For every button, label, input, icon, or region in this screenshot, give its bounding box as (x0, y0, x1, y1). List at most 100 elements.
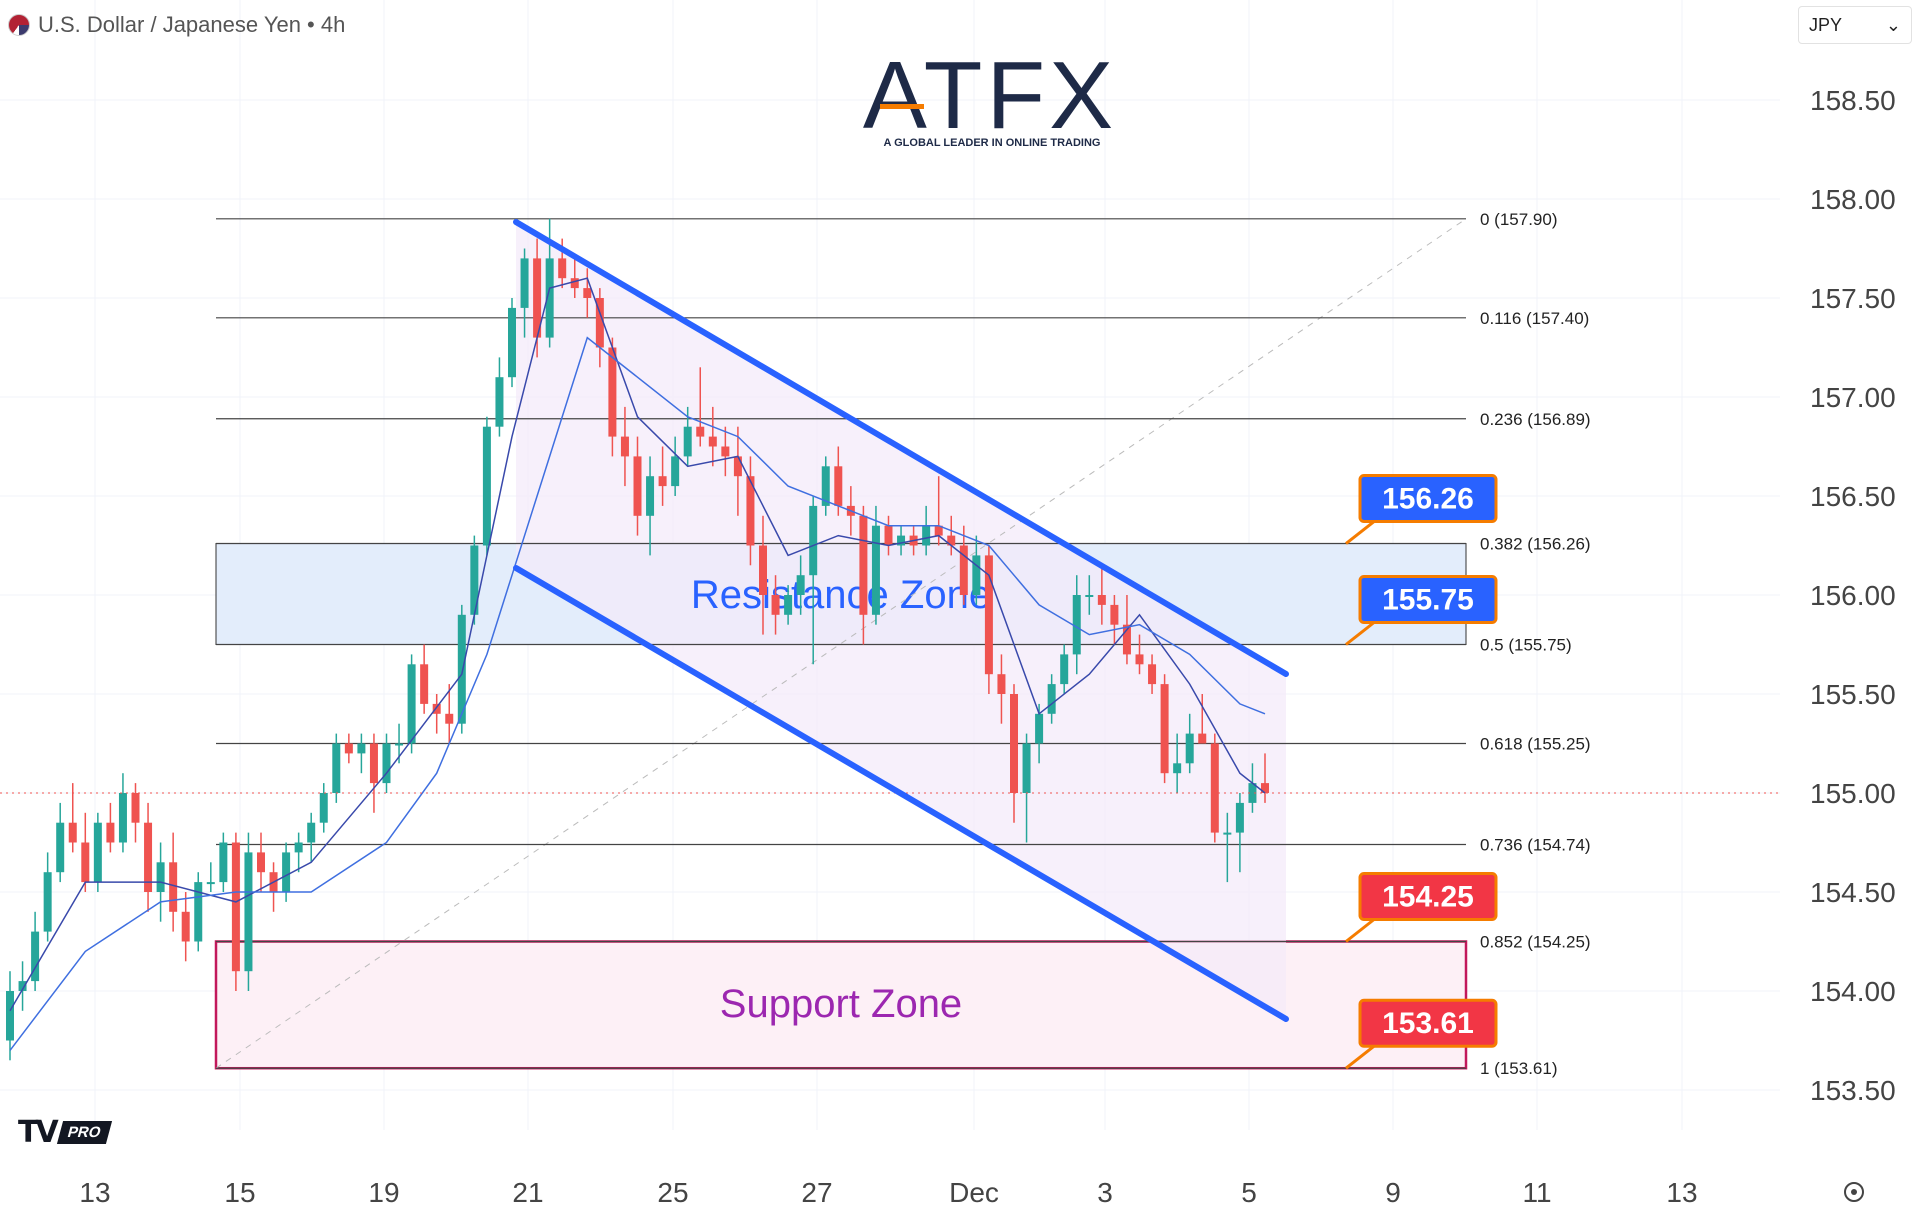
x-tick-label: 21 (512, 1177, 543, 1208)
symbol-header[interactable]: U.S. Dollar / Japanese Yen • 4h (8, 8, 345, 42)
tradingview-logo: TV PRO (18, 1115, 112, 1150)
candle-body (31, 931, 40, 982)
price-label-pointer (1345, 1045, 1375, 1070)
price-label-text: 155.75 (1382, 584, 1474, 617)
gear-icon[interactable] (1844, 1182, 1864, 1202)
y-tick-label: 157.50 (1810, 283, 1896, 314)
candle-body (93, 822, 102, 883)
candle-body (897, 535, 906, 546)
candle-body (344, 743, 353, 754)
x-tick-label: 25 (657, 1177, 688, 1208)
candle-body (834, 466, 843, 506)
channel-lower-line (513, 565, 1289, 1022)
candle-body (156, 862, 165, 892)
candle-body (257, 852, 265, 873)
candle-body (169, 862, 178, 912)
candle-body (1047, 684, 1056, 714)
candle-body (1235, 802, 1244, 833)
fib-level-label: 0.382 (156.26) (1480, 535, 1591, 554)
fib-level-label: 0 (157.90) (1480, 210, 1558, 229)
candle-body (884, 525, 893, 546)
candle-body (319, 793, 328, 823)
tradingview-mark-icon: TV (18, 1115, 59, 1150)
candle-body (1072, 595, 1081, 655)
y-tick-label: 156.00 (1810, 580, 1896, 611)
candle-body (658, 476, 667, 487)
us-flag-icon (8, 14, 30, 36)
candle-body (407, 664, 416, 744)
candle-body (809, 505, 818, 576)
y-tick-label: 155.50 (1810, 679, 1896, 710)
candle-body (583, 288, 592, 298)
chart-zones: Resistance Zone Support Zone (214, 222, 1468, 1070)
candle-body (1223, 832, 1232, 835)
fib-level-label: 1 (153.61) (1480, 1059, 1558, 1078)
candle-body (1210, 743, 1219, 833)
candle-body (922, 525, 931, 546)
candle-body (683, 426, 692, 457)
candle-body (508, 307, 516, 378)
moving-averages (0, 277, 1780, 1051)
x-tick-label: Dec (949, 1177, 999, 1208)
fib-level-label: 0.5 (155.75) (1480, 636, 1572, 655)
candle-body (1085, 595, 1094, 597)
candle-body (56, 822, 65, 873)
candle-body (972, 555, 981, 595)
fib-level-label: 0.736 (154.74) (1480, 835, 1591, 854)
candle-body (219, 842, 228, 883)
candle-body (545, 258, 554, 338)
candle-body (482, 426, 491, 546)
price-label-pointer (1345, 918, 1375, 943)
candle-body (294, 842, 303, 853)
atfx-logo-text: ATFX (863, 42, 1117, 149)
atfx-tagline: A GLOBAL LEADER IN ONLINE TRADING (884, 137, 1101, 149)
candle-body (696, 426, 705, 437)
candle-body (382, 743, 391, 784)
candle-body (771, 595, 780, 615)
candle-body (859, 515, 868, 615)
x-tick-label: 27 (801, 1177, 832, 1208)
ma-slow-line (9, 336, 1266, 1051)
y-tick-label: 154.50 (1810, 877, 1896, 908)
x-tick-label: 19 (368, 1177, 399, 1208)
candle-body (68, 822, 77, 843)
x-tick-label: 9 (1385, 1177, 1401, 1208)
candle-body (646, 476, 655, 516)
price-label-text: 154.25 (1382, 881, 1474, 914)
candle-body (796, 575, 805, 595)
axes: 158.50 158.00 157.50 157.00 156.50 156.00 155.… (79, 85, 1895, 1208)
candle-body (244, 852, 253, 972)
fib-level-label: 0.618 (155.25) (1480, 735, 1591, 754)
candle-body (570, 278, 579, 289)
candle-body (395, 743, 404, 746)
candle-body (1097, 595, 1106, 605)
y-tick-label: 154.00 (1810, 976, 1896, 1007)
candle-body (746, 476, 755, 546)
price-labels: 156.26 155.75 154.25 153.61 (1345, 474, 1498, 1070)
x-tick-label: 13 (1666, 1177, 1697, 1208)
fib-level-label: 0.852 (154.25) (1480, 933, 1591, 952)
candle-body (420, 664, 429, 704)
price-label-pointer (1345, 520, 1375, 545)
candle-body (934, 525, 943, 536)
candle-body (784, 595, 793, 615)
candle-body (1122, 624, 1131, 655)
candle-body (1035, 713, 1044, 744)
candle-body (43, 872, 52, 932)
candle-body (206, 882, 215, 885)
candle-body (194, 882, 203, 942)
candle-body (231, 842, 240, 972)
price-label-box (1358, 474, 1498, 524)
candle-body (1261, 783, 1269, 793)
fib-level-label: 0.116 (157.40) (1480, 309, 1589, 328)
chevron-down-icon: ⌄ (1885, 14, 1901, 35)
pro-badge: PRO (56, 1121, 112, 1144)
currency-select[interactable]: JPY ⌄ (1798, 6, 1912, 44)
candle-body (1185, 733, 1194, 764)
candle-body (984, 555, 993, 675)
candle-body (1148, 664, 1157, 685)
resistance-zone-label: Resistance Zone (691, 573, 991, 617)
price-label-text: 153.61 (1382, 1007, 1474, 1040)
candle-body (332, 743, 341, 793)
